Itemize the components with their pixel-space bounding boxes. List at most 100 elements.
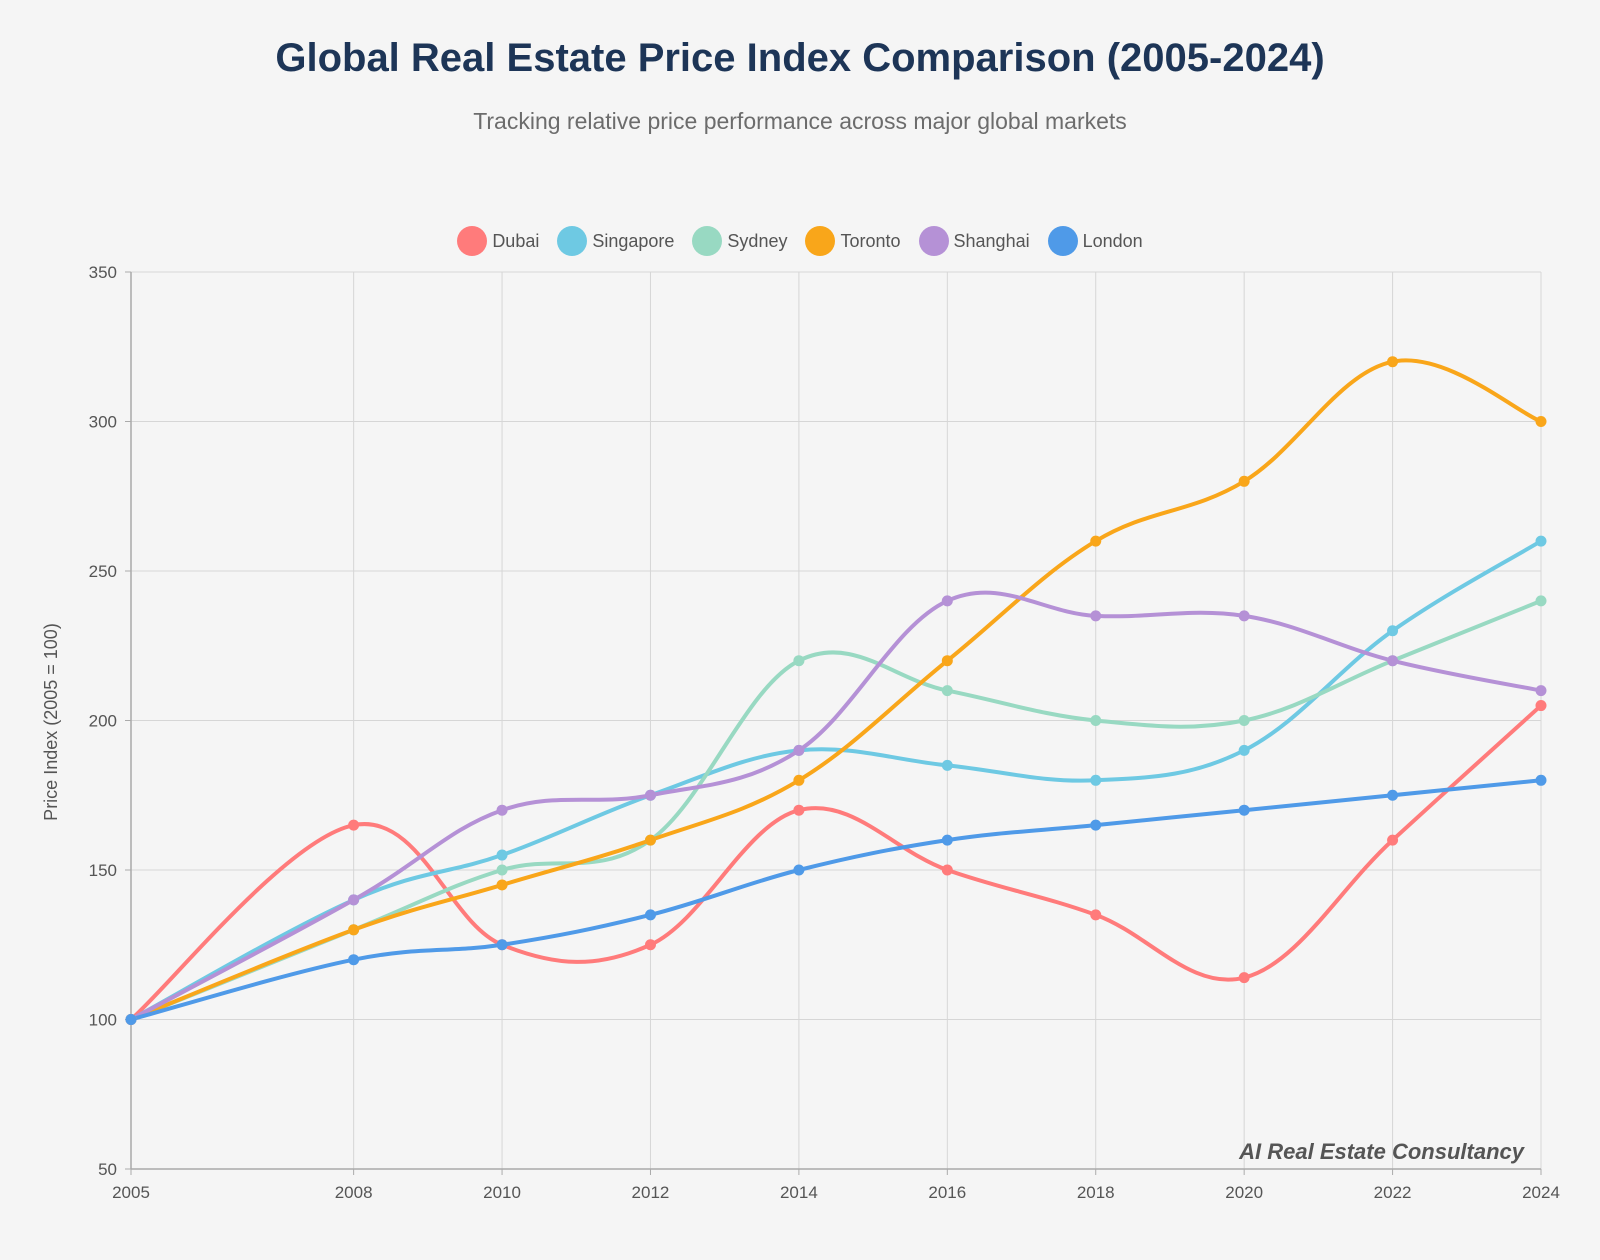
grid	[130, 271, 1542, 1170]
data-point-sydney[interactable]	[793, 655, 805, 667]
series-line-sydney	[129, 598, 1543, 1022]
y-tick-label: 50	[98, 1160, 117, 1179]
data-point-dubai[interactable]	[793, 804, 805, 816]
data-point-dubai[interactable]	[1238, 972, 1250, 984]
x-tick-label: 2018	[1077, 1183, 1115, 1202]
data-point-dubai[interactable]	[1535, 700, 1547, 712]
y-tick-label: 200	[89, 712, 117, 731]
data-point-toronto[interactable]	[1387, 356, 1399, 368]
legend-item-singapore[interactable]: Singapore	[557, 226, 674, 256]
legend: Dubai Singapore Sydney Toronto Shanghai Londo…	[0, 226, 1600, 256]
data-point-toronto[interactable]	[496, 879, 508, 891]
data-point-singapore[interactable]	[1238, 744, 1250, 756]
legend-label: Sydney	[727, 230, 788, 251]
data-point-dubai[interactable]	[348, 819, 360, 831]
x-tick-label: 2024	[1522, 1183, 1560, 1202]
series-lines	[129, 358, 1543, 1022]
legend-swatch	[918, 226, 949, 256]
data-point-shanghai[interactable]	[1535, 685, 1547, 697]
data-point-toronto[interactable]	[1090, 535, 1102, 547]
y-tick-label: 300	[89, 413, 117, 432]
watermark: AI Real Estate Consultancy	[1238, 1139, 1526, 1164]
data-point-london[interactable]	[1535, 774, 1547, 786]
legend-swatch	[1047, 226, 1078, 256]
data-point-toronto[interactable]	[644, 834, 656, 846]
x-tick-label: 2014	[780, 1183, 818, 1202]
series-line-london	[129, 778, 1543, 1022]
data-point-sydney[interactable]	[1238, 715, 1250, 726]
y-axis-title: Price Index (2005 = 100)	[41, 623, 61, 821]
x-tick-label: 2005	[112, 1183, 150, 1202]
data-point-shanghai[interactable]	[644, 789, 656, 801]
data-point-shanghai[interactable]	[941, 595, 953, 607]
legend-item-sydney[interactable]: Sydney	[692, 226, 787, 256]
data-point-london[interactable]	[348, 954, 360, 966]
data-point-toronto[interactable]	[793, 774, 805, 786]
data-point-shanghai[interactable]	[1238, 610, 1250, 622]
y-tick-label: 150	[89, 861, 117, 880]
data-point-london[interactable]	[1387, 789, 1399, 801]
data-point-dubai[interactable]	[941, 864, 953, 876]
data-point-shanghai[interactable]	[1387, 655, 1399, 667]
legend-label: Shanghai	[953, 230, 1030, 251]
legend-swatch	[457, 226, 488, 256]
data-point-shanghai[interactable]	[1090, 610, 1102, 622]
axes	[125, 271, 1542, 1175]
legend-item-london[interactable]: London	[1047, 226, 1143, 256]
x-tick-label: 2016	[928, 1183, 966, 1202]
data-point-london[interactable]	[1238, 804, 1250, 816]
legend-item-dubai[interactable]: Dubai	[457, 226, 539, 256]
data-point-singapore[interactable]	[1387, 625, 1399, 637]
x-tick-label: 2020	[1225, 1183, 1263, 1202]
series-points	[125, 356, 1547, 1025]
data-point-london[interactable]	[496, 939, 508, 951]
data-point-singapore[interactable]	[941, 759, 953, 771]
data-point-toronto[interactable]	[1238, 475, 1250, 487]
tick-labels: 50 100 150 200 250 300 350 2005 2008 2010 2012 2014…	[89, 263, 1560, 1202]
legend-swatch	[805, 226, 836, 256]
data-point-london[interactable]	[125, 1014, 137, 1025]
data-point-sydney[interactable]	[941, 685, 953, 697]
legend-label: Toronto	[840, 230, 901, 251]
x-tick-label: 2010	[483, 1183, 521, 1202]
data-point-toronto[interactable]	[941, 655, 953, 667]
data-point-london[interactable]	[941, 834, 953, 846]
data-point-dubai[interactable]	[1387, 834, 1399, 846]
chart-subtitle: Tracking relative price performance acro…	[473, 108, 1127, 134]
legend-label: London	[1082, 230, 1143, 251]
y-tick-label: 100	[89, 1011, 117, 1030]
data-point-shanghai[interactable]	[496, 804, 508, 816]
data-point-dubai[interactable]	[1090, 909, 1102, 921]
series-line-toronto	[129, 358, 1543, 1022]
y-tick-label: 250	[89, 562, 117, 581]
data-point-sydney[interactable]	[1535, 595, 1547, 607]
chart-title: Global Real Estate Price Index Compariso…	[275, 36, 1325, 80]
legend-swatch	[557, 226, 588, 256]
data-point-sydney[interactable]	[1090, 715, 1102, 726]
data-point-shanghai[interactable]	[348, 894, 360, 906]
data-point-london[interactable]	[1090, 819, 1102, 831]
data-point-london[interactable]	[644, 909, 656, 921]
series-line-singapore	[129, 539, 1543, 1022]
x-tick-label: 2022	[1374, 1183, 1412, 1202]
data-point-sydney[interactable]	[496, 864, 508, 876]
data-point-singapore[interactable]	[1090, 774, 1102, 786]
legend-swatch	[692, 226, 723, 256]
data-point-toronto[interactable]	[348, 924, 360, 936]
data-point-dubai[interactable]	[644, 939, 656, 951]
x-tick-label: 2012	[632, 1183, 670, 1202]
data-point-singapore[interactable]	[1535, 535, 1547, 547]
legend-label: Singapore	[592, 230, 675, 251]
data-point-shanghai[interactable]	[793, 744, 805, 756]
data-point-toronto[interactable]	[1535, 416, 1547, 427]
legend-label: Dubai	[492, 230, 540, 251]
series-line-dubai	[129, 703, 1543, 1022]
legend-item-toronto[interactable]: Toronto	[805, 226, 901, 256]
data-point-singapore[interactable]	[496, 849, 508, 861]
data-point-london[interactable]	[793, 864, 805, 876]
y-tick-label: 350	[89, 263, 117, 282]
x-tick-label: 2008	[335, 1183, 373, 1202]
series-line-shanghai	[129, 590, 1543, 1022]
legend-item-shanghai[interactable]: Shanghai	[918, 226, 1030, 256]
